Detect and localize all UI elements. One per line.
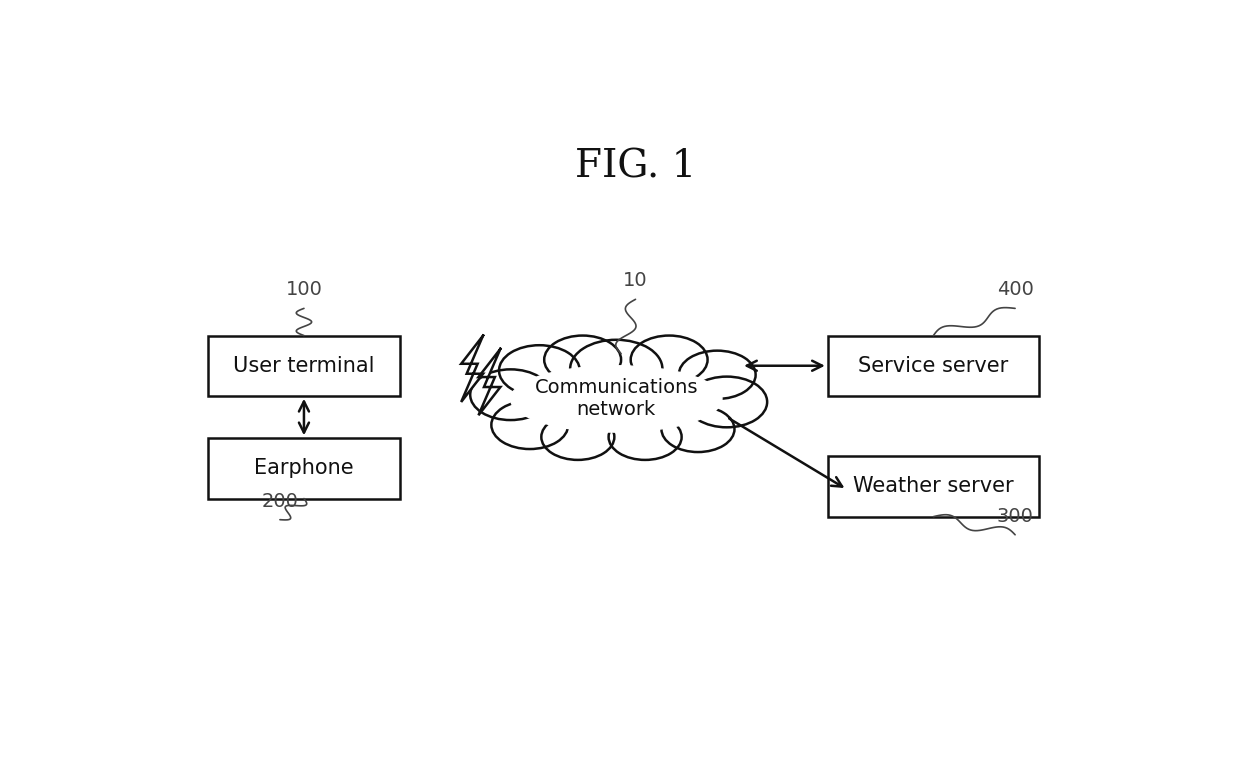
Polygon shape: [479, 349, 501, 416]
Circle shape: [687, 376, 768, 427]
Circle shape: [542, 414, 614, 460]
Circle shape: [491, 401, 568, 449]
Circle shape: [470, 369, 551, 420]
Text: 200: 200: [262, 492, 299, 510]
Circle shape: [661, 406, 734, 452]
Circle shape: [631, 336, 708, 384]
Text: FIG. 1: FIG. 1: [575, 148, 696, 185]
FancyBboxPatch shape: [828, 336, 1039, 396]
Text: 400: 400: [997, 281, 1033, 299]
Text: Earphone: Earphone: [254, 459, 353, 478]
Text: Communications
network: Communications network: [534, 379, 698, 419]
Text: 100: 100: [285, 281, 322, 299]
Text: Service server: Service server: [858, 356, 1008, 376]
Circle shape: [678, 350, 755, 399]
Circle shape: [570, 339, 662, 397]
Ellipse shape: [511, 365, 722, 432]
Polygon shape: [461, 336, 484, 402]
Circle shape: [544, 336, 621, 384]
FancyBboxPatch shape: [208, 336, 401, 396]
Text: 10: 10: [624, 271, 647, 290]
Text: 300: 300: [997, 506, 1033, 526]
Circle shape: [609, 414, 682, 460]
Text: User terminal: User terminal: [233, 356, 374, 376]
FancyBboxPatch shape: [208, 438, 401, 499]
FancyBboxPatch shape: [828, 456, 1039, 517]
Text: Weather server: Weather server: [853, 477, 1014, 496]
Circle shape: [498, 345, 580, 396]
